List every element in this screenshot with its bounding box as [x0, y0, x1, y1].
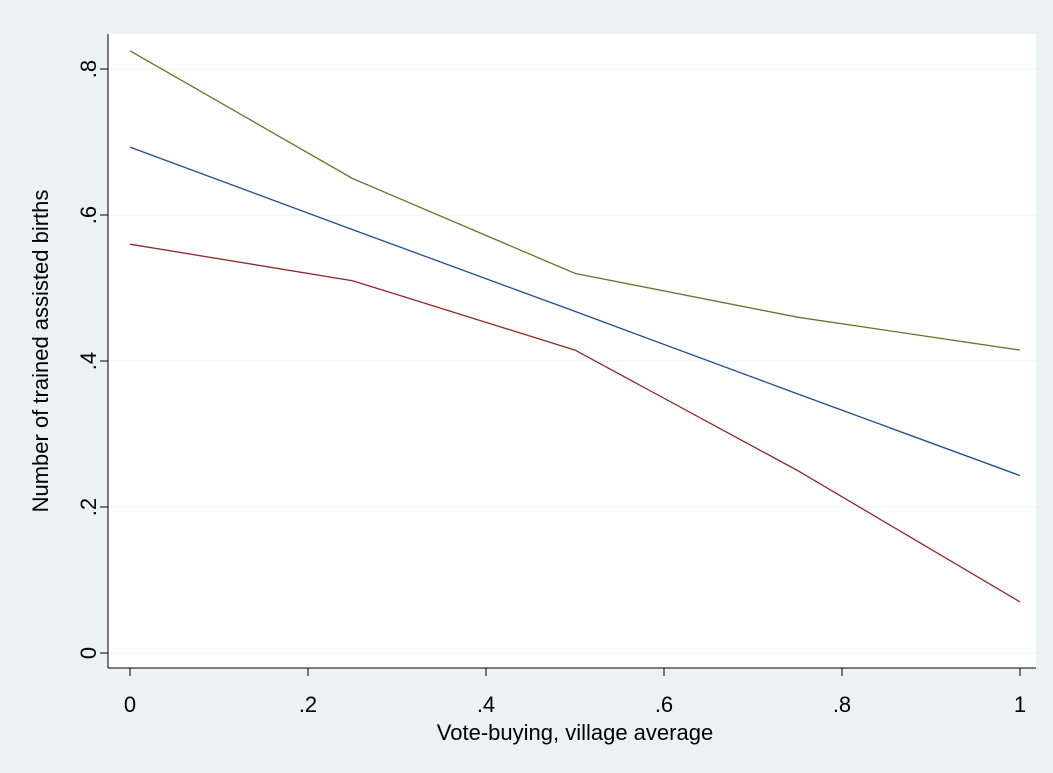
- y-axis-title: Number of trained assisted births: [28, 190, 53, 513]
- x-tick-label-4: .8: [833, 692, 851, 717]
- x-tick-label-0: 0: [124, 692, 136, 717]
- series-line-2: [129, 243, 1021, 603]
- tick-labels: 0 .2 .4 .6 .8 0 .2 .4 .6 .8 1: [76, 60, 1026, 717]
- plot-area: [108, 34, 1036, 668]
- x-tick-label-3: .6: [655, 692, 673, 717]
- gridlines: [108, 68, 1036, 654]
- y-tick-label-1: .2: [76, 498, 101, 516]
- y-tick-label-4: .8: [76, 60, 101, 78]
- x-tick-label-1: .2: [299, 692, 317, 717]
- y-tick-label-0: 0: [76, 647, 101, 659]
- x-axis-title: Vote-buying, village average: [437, 720, 713, 745]
- series-line-0: [129, 50, 1021, 351]
- y-tick-label-2: .4: [76, 352, 101, 370]
- y-tick-label-3: .6: [76, 206, 101, 224]
- axes: [100, 34, 1036, 676]
- x-tick-label-5: 1: [1014, 692, 1026, 717]
- x-tick-label-2: .4: [477, 692, 495, 717]
- series-line-1: [129, 146, 1021, 477]
- series-lines: [129, 50, 1021, 603]
